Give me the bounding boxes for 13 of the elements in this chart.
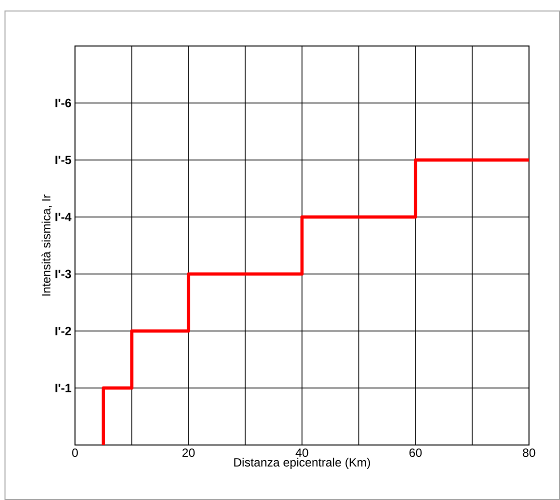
x-tick-label: 60 (409, 448, 422, 457)
y-axis-title: Intensità sismica, Ir (42, 194, 52, 296)
x-tick-label: 40 (296, 448, 308, 457)
x-axis-title: Distanza epicentrale (Km) (234, 458, 370, 469)
text: I'-6 (55, 98, 72, 108)
text: I'-1 (55, 384, 72, 392)
x-tick-label: 0 (72, 448, 78, 457)
text: I'-5 (55, 156, 72, 164)
text: I'-4 (55, 212, 72, 222)
text: I'-2 (55, 326, 72, 336)
x-tick-label: 20 (182, 448, 195, 457)
x-tick-label: 80 (522, 448, 536, 457)
text: I'-3 (55, 270, 72, 278)
